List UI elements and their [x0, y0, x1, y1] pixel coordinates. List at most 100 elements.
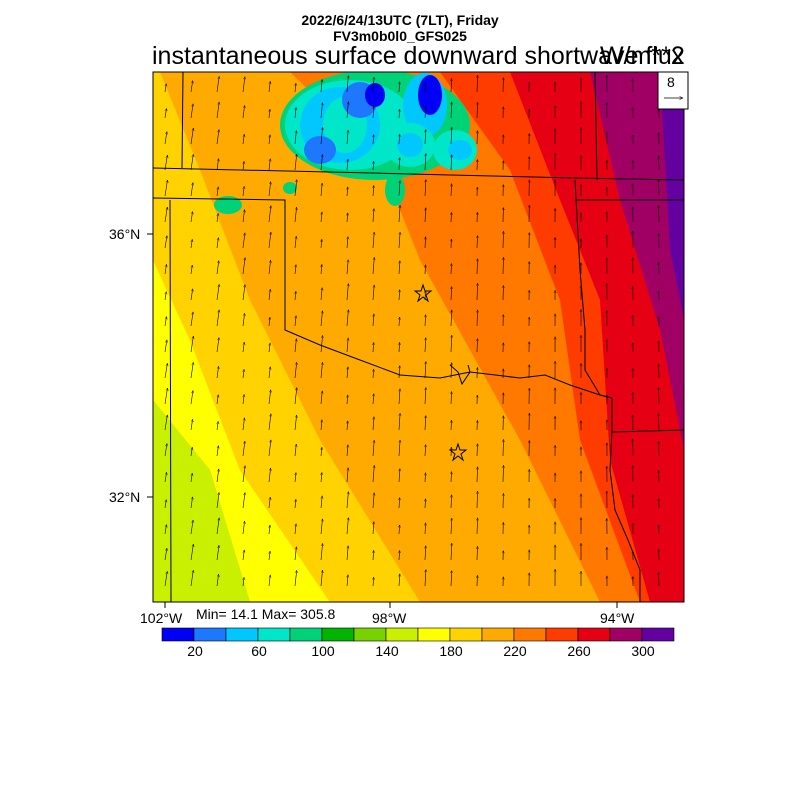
wind-vector: [269, 81, 270, 93]
wind-vector: [242, 210, 245, 223]
wind-vector: [243, 369, 244, 379]
wind-vector: [268, 260, 271, 275]
wind-vector: [399, 158, 400, 171]
wind-vector: [451, 155, 452, 171]
wind-vector: [399, 366, 400, 379]
wind-vector: [295, 265, 296, 275]
colorbar-label: 100: [311, 643, 335, 659]
colorbar-cell: [513, 627, 547, 642]
wind-vector: [217, 395, 218, 405]
wind-vector: [268, 440, 271, 457]
wind-vector: [659, 413, 660, 431]
wind-vector: [295, 107, 296, 119]
wind-vector: [373, 161, 374, 171]
wind-vector: [373, 135, 374, 145]
wind-vector: [372, 257, 374, 275]
wind-vector: [321, 391, 322, 405]
colorbar-cell: [353, 627, 387, 642]
wind-vector: [347, 445, 348, 457]
wind-vector: [503, 439, 504, 457]
wind-vector: [477, 518, 478, 535]
wind-vector: [477, 102, 478, 119]
wind-vector: [373, 394, 374, 405]
wind-vector: [399, 181, 400, 197]
wind-vector: [373, 185, 374, 197]
colorbar-label: 60: [251, 643, 267, 659]
wind-vector: [451, 287, 452, 301]
wind-vector: [269, 289, 270, 301]
wind-vector: [321, 447, 322, 457]
wind-vector: [164, 525, 167, 535]
wind-vector: [243, 161, 244, 171]
wind-vector: [477, 259, 478, 275]
colorbar-cell: [225, 627, 259, 642]
wind-vector: [425, 315, 426, 327]
wind-vector: [216, 130, 219, 145]
wind-vector: [659, 179, 660, 197]
wind-vector: [191, 473, 192, 483]
wind-vector: [346, 310, 348, 327]
colorbar: [161, 627, 675, 642]
wind-vector: [294, 131, 296, 145]
wind-vector: [451, 472, 452, 483]
wind-vector: [216, 261, 219, 275]
wind-vector: [269, 525, 270, 535]
wind-vector: [269, 109, 270, 119]
wind-vector: [425, 106, 426, 119]
wind-vector: [190, 183, 193, 197]
wind-vector: [320, 519, 323, 535]
wind-vector: [451, 212, 452, 223]
wind-vector: [451, 264, 452, 275]
wind-vector: [216, 469, 219, 483]
wind-vector: [190, 312, 193, 327]
wind-vector: [190, 289, 193, 301]
wind-vector: [243, 186, 244, 197]
wind-vector: [321, 496, 322, 509]
wind-vector: [399, 550, 400, 561]
wind-vector: [659, 388, 660, 405]
wind-vector: [425, 416, 426, 431]
colorbar-cell: [161, 627, 195, 642]
wind-vector: [347, 130, 348, 145]
wind-vector: [503, 257, 504, 275]
wind-vector: [295, 473, 296, 483]
wind-vector: [347, 546, 348, 561]
wind-vector: [451, 310, 452, 327]
wind-vector: [217, 446, 218, 457]
wind-vector: [373, 209, 374, 223]
wind-vector: [190, 497, 193, 509]
wind-vector: [216, 102, 219, 119]
wind-vector: [347, 213, 348, 223]
wind-vector: [321, 472, 322, 483]
wind-vector: [372, 465, 374, 483]
wind-vector: [477, 546, 478, 561]
wind-vector: [477, 467, 478, 483]
wind-vector: [451, 335, 452, 353]
colorbar-cell: [417, 627, 451, 642]
wind-vector: [164, 363, 167, 379]
map-model-name: FV3m0b0l0_GFS025: [333, 28, 467, 44]
wind-vector: [164, 132, 167, 145]
wind-vector: [451, 543, 452, 561]
wind-vector: [399, 469, 400, 483]
wind-vector: [425, 473, 426, 483]
colorbar-cell: [481, 627, 515, 642]
wind-vector: [399, 205, 400, 223]
wind-vector: [399, 389, 400, 405]
wind-vector: [216, 284, 219, 301]
wind-vector: [451, 571, 452, 587]
wind-vector: [425, 338, 426, 353]
wind-vector: [399, 440, 400, 457]
wind-vector: [425, 499, 426, 509]
wind-vector: [321, 420, 322, 431]
wind-vector: [295, 524, 296, 535]
wind-vector: [294, 154, 297, 171]
wind-vector: [451, 495, 452, 509]
wind-vector: [425, 208, 426, 223]
colorbar-cell: [257, 627, 291, 642]
colorbar-label: 140: [375, 643, 399, 659]
wind-vector: [321, 212, 322, 223]
wind-vector: [242, 418, 245, 431]
wind-vector: [425, 523, 426, 535]
wind-vector: [477, 310, 478, 327]
